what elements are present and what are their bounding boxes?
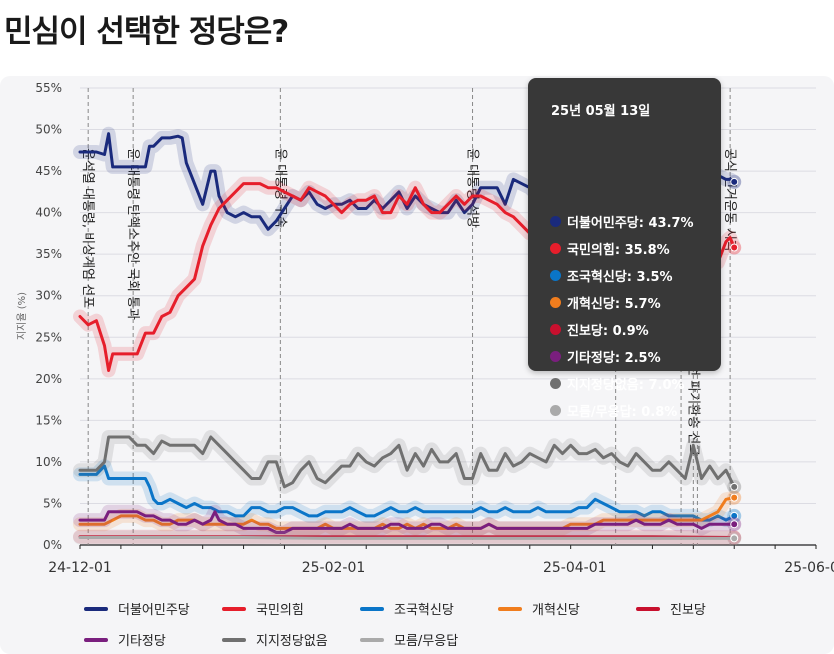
legend-swatch: [222, 637, 246, 642]
series-end-marker: [730, 511, 739, 520]
legend-swatch: [360, 637, 384, 642]
y-tick-label: 0%: [43, 538, 62, 552]
series-end-marker: [730, 177, 739, 186]
tooltip-row-democratic: 더불어민주당: 43.7%: [550, 211, 694, 231]
tooltip-label: 개혁신당: 5.7%: [567, 296, 661, 312]
y-tick-label: 35%: [35, 247, 62, 261]
legend-item-democratic[interactable]: 더불어민주당: [84, 599, 190, 618]
tooltip-dot: [550, 242, 561, 254]
tooltip-dot: [550, 404, 561, 416]
tooltip-label: 국민의힘: 35.8%: [567, 242, 670, 258]
event-label: 윤석열 대통령, 비상계엄 선포: [80, 148, 95, 308]
y-tick-label: 5%: [43, 496, 62, 510]
tooltip-row-progressive: 진보당: 0.9%: [550, 319, 649, 339]
series-end-marker: [730, 520, 739, 529]
tooltip-dot: [550, 296, 561, 308]
legend-label: 더불어민주당: [118, 603, 190, 618]
x-tick-label: 25-06-01: [784, 560, 834, 576]
event-label: 공식 선거운동 시작: [722, 148, 737, 252]
legend-swatch: [84, 606, 108, 611]
legend-item-unknown[interactable]: 모름/무응답: [360, 630, 458, 649]
y-axis-title: 지지율 (%): [16, 292, 28, 340]
tooltip-label: 조국혁신당: 3.5%: [567, 269, 673, 285]
event-label: 윤 대통령 탄핵소추안 국회 통과: [125, 148, 140, 320]
tooltip-label: 모름/무응답: 0.8%: [567, 404, 678, 420]
chart-legend: 더불어민주당 국민의힘 조국혁신당 개혁신당 진보당 기타정당 지지정당없음 모…: [0, 590, 834, 654]
legend-swatch: [360, 606, 384, 611]
series-line: [78, 510, 736, 534]
legend-swatch: [498, 606, 522, 611]
chart-tooltip: 25년 05월 13일 더불어민주당: 43.7% 국민의힘: 35.8% 조국…: [528, 78, 721, 420]
tooltip-row-reform: 개혁신당: 5.7%: [550, 292, 661, 312]
y-tick-label: 20%: [35, 372, 62, 386]
tooltip-dot: [550, 377, 561, 389]
y-tick-label: 10%: [35, 455, 62, 469]
legend-label: 국민의힘: [256, 603, 304, 618]
y-tick-label: 45%: [35, 164, 62, 178]
tooltip-row-unknown: 모름/무응답: 0.8%: [550, 400, 677, 420]
tooltip-row-other: 기타정당: 2.5%: [550, 346, 661, 366]
y-tick-label: 15%: [35, 413, 62, 427]
tooltip-dot: [550, 350, 561, 362]
x-tick-label: 25-02-01: [302, 560, 366, 576]
y-tick-label: 40%: [35, 206, 62, 220]
legend-swatch: [84, 637, 108, 642]
series-end-marker: [730, 482, 739, 491]
x-tick-label: 24-12-01: [48, 560, 112, 576]
tooltip-label: 진보당: 0.9%: [567, 323, 649, 339]
tooltip-label: 지지정당없음: 7.0%: [567, 377, 685, 393]
tooltip-dot: [550, 269, 561, 281]
legend-swatch: [222, 606, 246, 611]
y-tick-label: 55%: [35, 81, 62, 95]
tooltip-row-ppp: 국민의힘: 35.8%: [550, 238, 670, 258]
series-line: [78, 464, 736, 522]
legend-item-progressive[interactable]: 진보당: [636, 599, 706, 618]
page-title: 민심이 선택한 정당은?: [4, 14, 289, 50]
y-tick-label: 30%: [35, 289, 62, 303]
x-tick-label: 25-04-01: [543, 560, 607, 576]
legend-swatch: [636, 606, 660, 611]
tooltip-dot: [550, 323, 561, 335]
legend-label: 모름/무응답: [394, 634, 459, 649]
legend-label: 진보당: [670, 603, 706, 618]
series-line: [78, 536, 736, 540]
legend-item-no-party[interactable]: 지지정당없음: [222, 630, 328, 649]
tooltip-label: 더불어민주당: 43.7%: [567, 215, 694, 231]
legend-label: 개혁신당: [532, 603, 580, 618]
legend-item-reform[interactable]: 개혁신당: [498, 599, 580, 618]
series-end-marker: [730, 534, 739, 543]
legend-item-rebuilding-korea[interactable]: 조국혁신당: [360, 599, 454, 618]
tooltip-dot: [550, 215, 561, 227]
y-tick-label: 25%: [35, 330, 62, 344]
series-line: [78, 435, 736, 489]
y-tick-label: 50%: [35, 123, 62, 137]
tooltip-label: 기타정당: 2.5%: [567, 350, 661, 366]
legend-label: 조국혁신당: [394, 603, 454, 618]
legend-label: 기타정당: [118, 634, 166, 649]
tooltip-date: 25년 05월 13일: [551, 104, 651, 119]
tooltip-row-rebuilding-korea: 조국혁신당: 3.5%: [550, 265, 673, 285]
legend-item-ppp[interactable]: 국민의힘: [222, 599, 304, 618]
legend-label: 지지정당없음: [256, 634, 328, 649]
series-end-marker: [730, 493, 739, 502]
series-end-marker: [730, 243, 739, 252]
tooltip-row-no-party: 지지정당없음: 7.0%: [550, 373, 685, 393]
legend-item-other[interactable]: 기타정당: [84, 630, 166, 649]
